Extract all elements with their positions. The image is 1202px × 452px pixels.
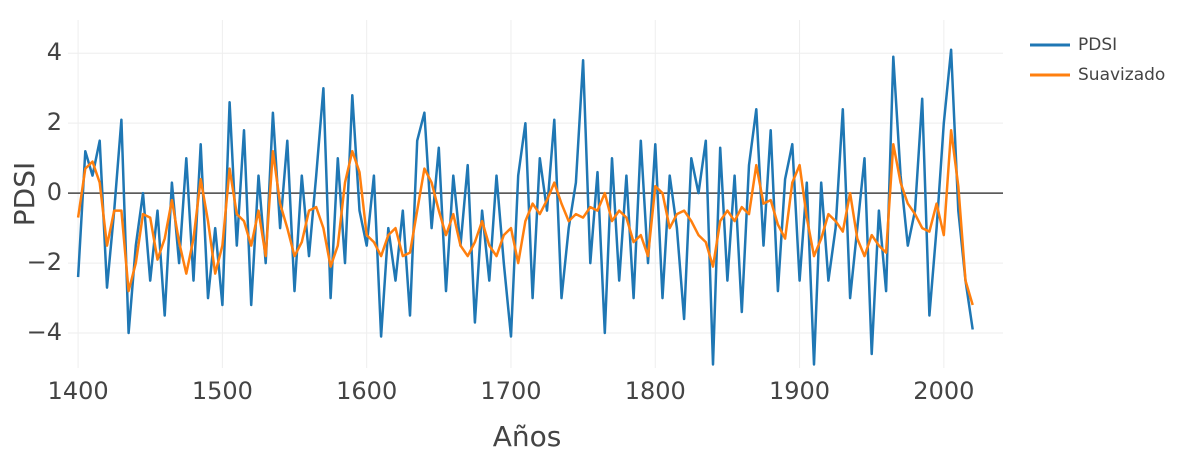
y-axis-title: PDSI (8, 162, 41, 226)
y-tick-label: 2 (47, 108, 62, 136)
y-tick-label: 0 (47, 178, 62, 206)
series-line (76, 128, 974, 306)
x-tick-label: 2000 (913, 377, 974, 405)
x-tick-label: 1400 (48, 377, 109, 405)
x-tick-label: 1600 (336, 377, 397, 405)
series-line (76, 48, 974, 366)
x-tick-label: 1900 (769, 377, 830, 405)
y-tick-label: 4 (47, 38, 62, 66)
legend-label: PDSI (1078, 35, 1117, 55)
x-tick-label: 1700 (480, 377, 541, 405)
y-tick-label: −4 (27, 318, 62, 346)
y-tick-label: −2 (27, 248, 62, 276)
x-tick-label: 1500 (192, 377, 253, 405)
x-tick-label: 1800 (625, 377, 686, 405)
legend-label: Suavizado (1078, 65, 1165, 85)
x-axis-title: Años (493, 420, 562, 452)
